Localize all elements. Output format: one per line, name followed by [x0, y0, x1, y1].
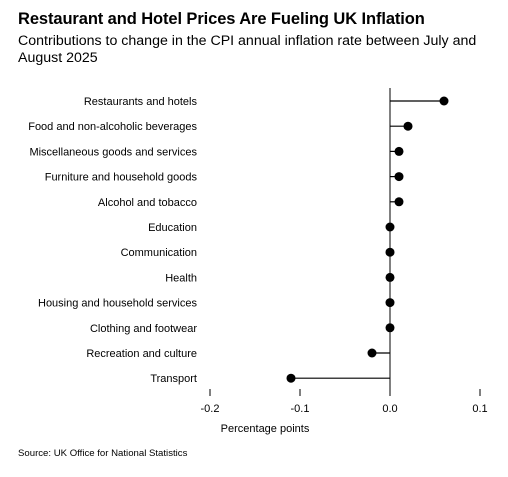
category-label: Recreation and culture [86, 348, 197, 360]
category-label: Clothing and footwear [90, 323, 197, 335]
category-label: Furniture and household goods [45, 172, 198, 184]
data-point [367, 348, 377, 358]
data-point [394, 172, 404, 182]
data-point [286, 373, 296, 383]
data-point [385, 323, 395, 333]
category-label: Transport [150, 373, 197, 385]
chart-title: Restaurant and Hotel Prices Are Fueling … [18, 10, 425, 28]
data-point [385, 247, 395, 257]
category-label: Food and non-alcoholic beverages [28, 121, 197, 133]
data-point [385, 298, 395, 308]
data-point [385, 222, 395, 232]
data-point [394, 197, 404, 207]
x-tick-label: -0.2 [201, 403, 220, 415]
category-label: Miscellaneous goods and services [29, 146, 197, 158]
x-tick-label: -0.1 [291, 403, 310, 415]
category-label: Housing and household services [38, 298, 197, 310]
source-note: Source: UK Office for National Statistic… [18, 448, 188, 459]
chart-subtitle: Contributions to change in the CPI annua… [18, 33, 477, 66]
category-label: Communication [121, 247, 197, 259]
data-point [439, 96, 449, 106]
x-tick-label: 0.1 [472, 403, 487, 415]
category-label: Alcohol and tobacco [98, 197, 197, 209]
category-label: Health [165, 272, 197, 284]
category-label: Restaurants and hotels [84, 96, 198, 108]
x-axis-label: Percentage points [221, 423, 310, 435]
data-point [403, 121, 413, 131]
category-label: Education [148, 222, 197, 234]
x-tick-label: 0.0 [382, 403, 397, 415]
data-point [394, 146, 404, 156]
data-point [385, 272, 395, 282]
